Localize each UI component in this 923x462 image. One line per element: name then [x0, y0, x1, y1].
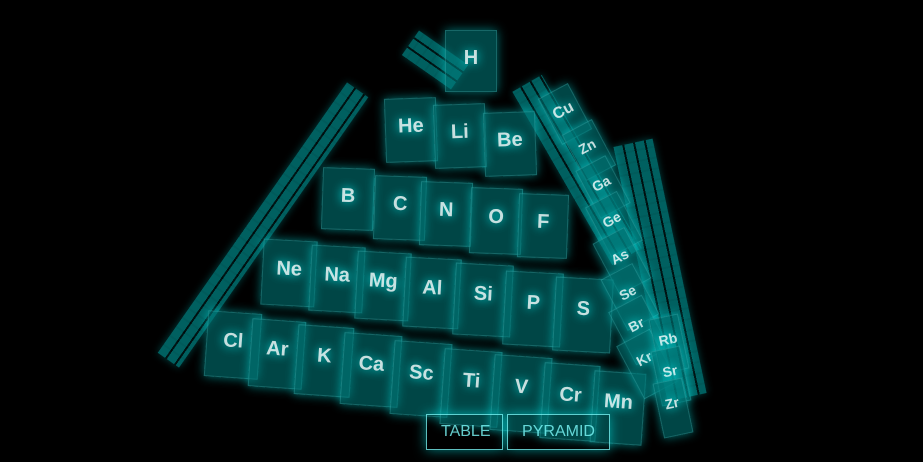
- table-button[interactable]: TABLE: [426, 414, 503, 450]
- element-symbol: O: [487, 205, 505, 228]
- element-details: [553, 345, 609, 348]
- element-symbol: F: [536, 210, 550, 234]
- element-symbol: Al: [421, 276, 443, 300]
- element-details: [391, 409, 447, 413]
- element-details: [249, 381, 301, 385]
- element-tile: Li: [432, 103, 488, 169]
- element-tile: Be: [482, 111, 538, 177]
- element-details: [341, 399, 397, 403]
- element-details: [486, 170, 536, 172]
- element-symbol: Mn: [603, 390, 634, 415]
- element-tile: F: [516, 193, 570, 259]
- element-tile: H: [445, 30, 497, 92]
- element-symbol: Cr: [558, 383, 583, 407]
- element-details: [310, 306, 362, 309]
- element-details: [503, 339, 559, 342]
- element-details: [664, 428, 691, 434]
- element-symbol: H: [463, 46, 479, 69]
- element-details: [322, 224, 372, 226]
- element-symbol: Ne: [275, 256, 303, 281]
- element-symbol: Mg: [368, 269, 399, 293]
- element-symbol: Zr: [663, 393, 681, 413]
- element-tile: O: [468, 187, 524, 255]
- pyramid-button[interactable]: PYRAMID: [507, 414, 610, 450]
- element-tile: He: [383, 97, 439, 163]
- element-details: [262, 300, 314, 303]
- element-details: [470, 248, 520, 250]
- element-details: [356, 314, 408, 317]
- element-symbol: Be: [496, 128, 524, 152]
- element-details: [387, 156, 437, 158]
- view-menu: TABLE PYRAMID: [426, 414, 610, 450]
- element-details: [420, 240, 470, 242]
- element-details: [436, 162, 486, 164]
- element-symbol: B: [340, 184, 356, 207]
- element-symbol: N: [438, 198, 454, 222]
- element-symbol: C: [392, 192, 408, 216]
- element-symbol: He: [397, 114, 425, 138]
- element-tile: B: [320, 167, 376, 231]
- element-symbol: Cu: [549, 98, 577, 124]
- element-symbol: Li: [450, 120, 470, 144]
- element-tile: N: [418, 181, 474, 247]
- element-symbol: S: [576, 297, 591, 321]
- element-symbol: Zn: [575, 135, 599, 158]
- element-details: [453, 329, 509, 332]
- element-details: [374, 234, 424, 236]
- element-details: [403, 322, 457, 325]
- element-details: [518, 252, 566, 254]
